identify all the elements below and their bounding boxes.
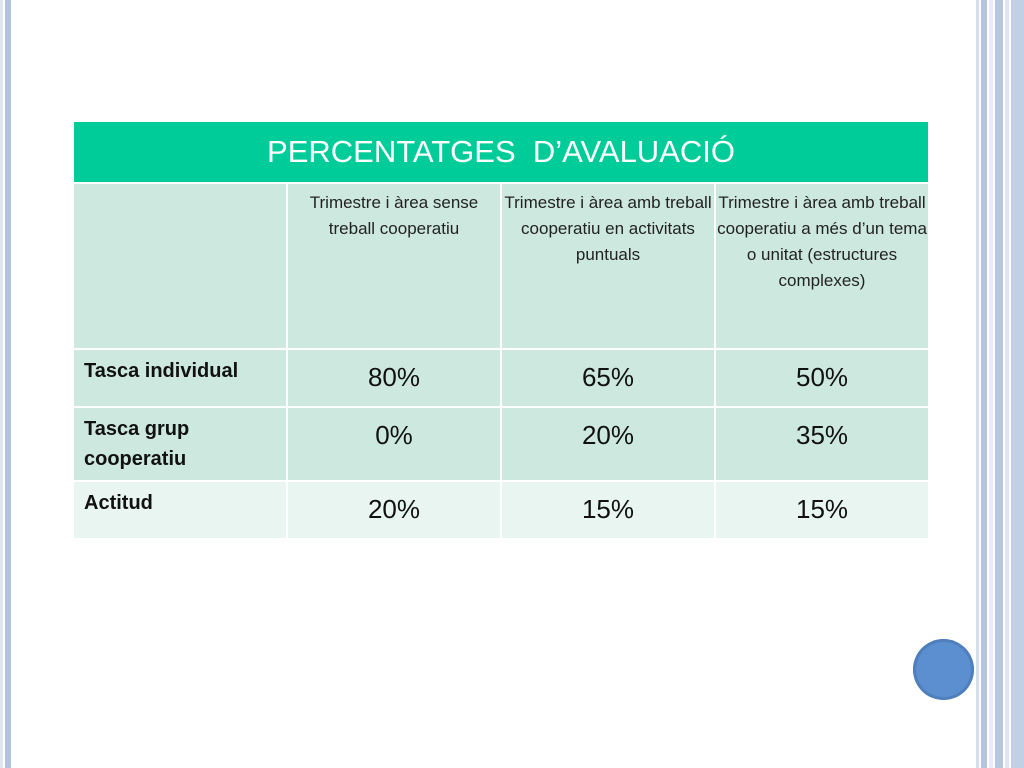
table-cell: 15% (500, 480, 716, 540)
row-label: Tasca grup cooperatiu (72, 406, 288, 482)
table-cell: 50% (713, 348, 931, 408)
corner-cell (72, 182, 288, 350)
column-header: Trimestre i àrea amb treball cooperatiu … (500, 182, 716, 350)
right-decor-bar (976, 0, 979, 768)
table-row: Actitud 20% 15% 15% (72, 480, 931, 540)
table-row: Tasca grup cooperatiu 0% 20% 35% (72, 406, 931, 482)
table-cell: 35% (713, 406, 931, 482)
table-cell: 20% (286, 480, 502, 540)
table-cell: 0% (286, 406, 502, 482)
table-row: Tasca individual 80% 65% 50% (72, 348, 931, 408)
table-cell: 20% (500, 406, 716, 482)
column-header: Trimestre i àrea amb treball cooperatiu … (713, 182, 931, 350)
row-label: Actitud (72, 480, 288, 540)
right-decor-bar (989, 0, 993, 768)
column-header: Trimestre i àrea sense treball cooperati… (286, 182, 502, 350)
left-decor-bar (5, 0, 11, 768)
right-decor-bar (995, 0, 1003, 768)
table-cell: 15% (713, 480, 931, 540)
right-decor-bar (981, 0, 987, 768)
left-decor-bar (0, 0, 3, 768)
table-title: PERCENTATGES D’AVALUACIÓ (71, 120, 931, 184)
right-decor-bar (1005, 0, 1009, 768)
decorative-circle (913, 639, 974, 700)
right-decor-bar (1011, 0, 1024, 768)
evaluation-table: PERCENTATGES D’AVALUACIÓ Trimestre i àre… (71, 120, 931, 540)
table-cell: 80% (286, 348, 502, 408)
row-label: Tasca individual (72, 348, 288, 408)
table-cell: 65% (500, 348, 716, 408)
